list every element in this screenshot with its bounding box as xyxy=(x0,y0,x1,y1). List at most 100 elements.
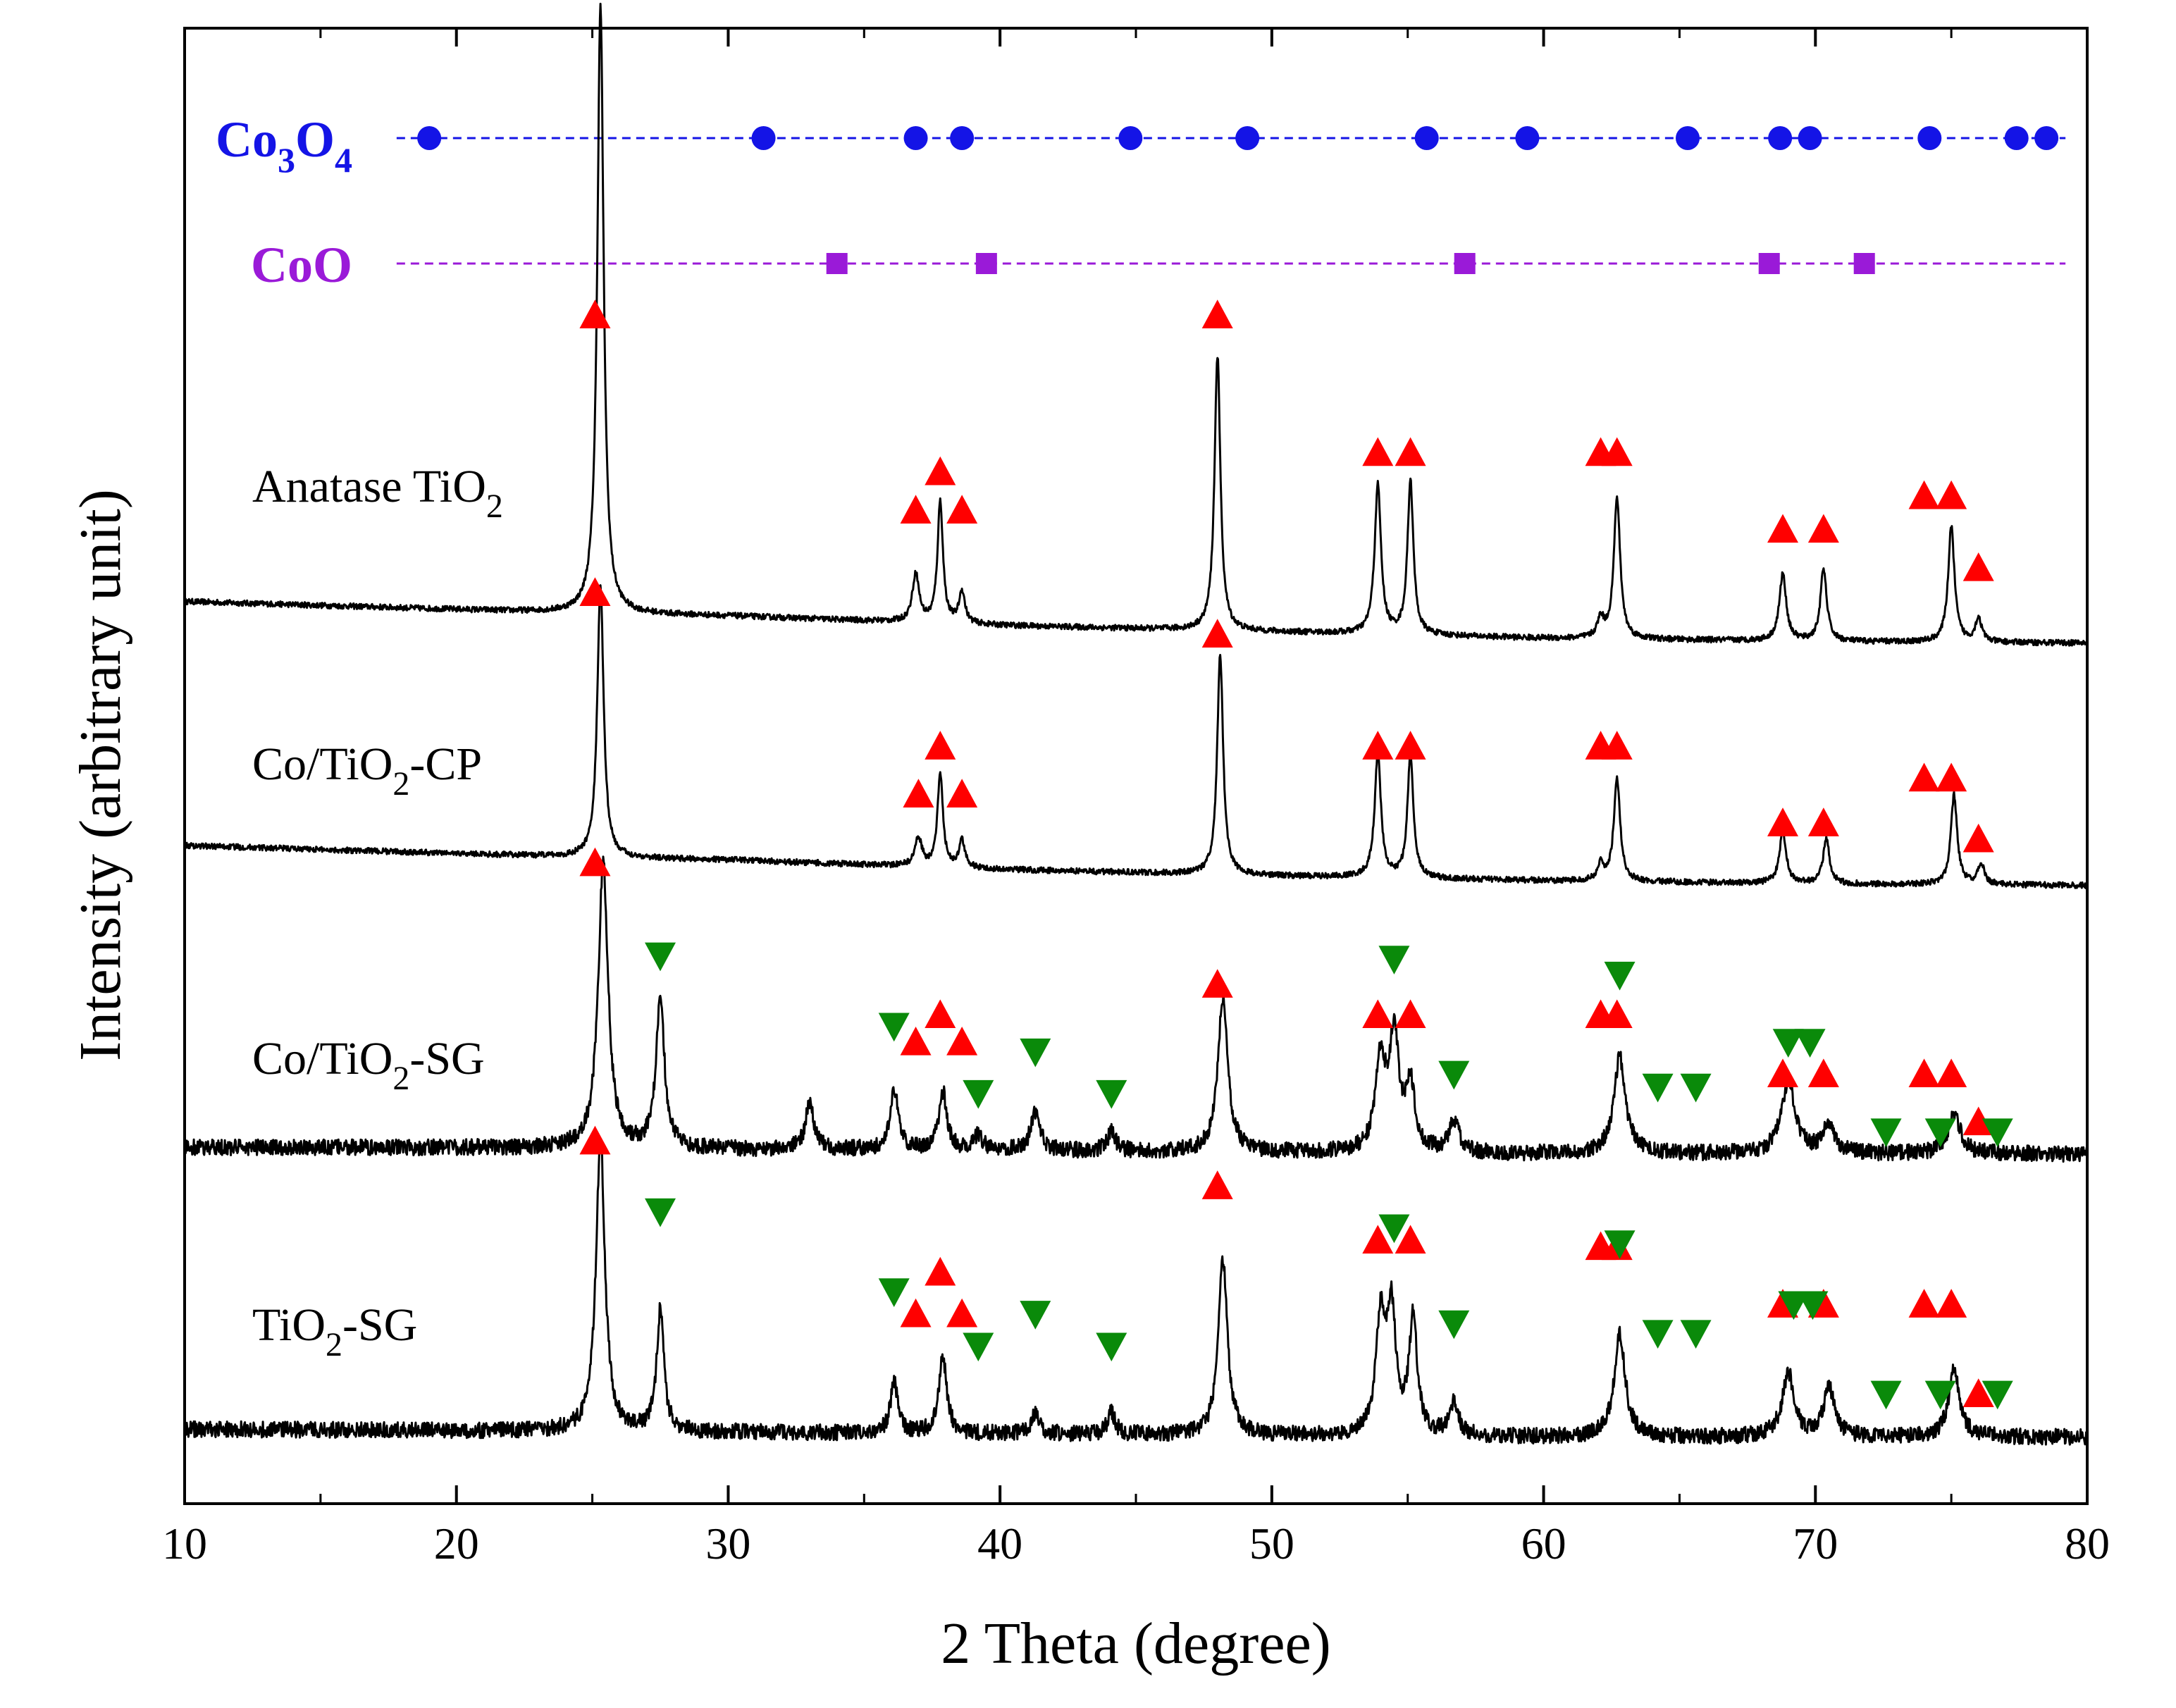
anatase-marker xyxy=(1201,1170,1233,1199)
reference-peak-marker xyxy=(2034,126,2059,150)
anatase-marker xyxy=(925,999,956,1029)
label-part: TiO xyxy=(252,1299,326,1351)
reference-peak-marker xyxy=(826,253,848,274)
anatase-marker xyxy=(1395,1225,1426,1254)
anatase-marker xyxy=(1601,437,1633,466)
anatase-marker xyxy=(1908,480,1940,509)
reference-peak-marker xyxy=(1515,126,1540,150)
anatase-marker xyxy=(925,456,956,485)
anatase-marker xyxy=(1807,1058,1839,1088)
label-part: -CP xyxy=(409,738,482,790)
anatase-marker xyxy=(1767,807,1798,836)
rutile-marker xyxy=(645,942,676,972)
rutile-marker xyxy=(1680,1320,1712,1349)
label-part: Co/TiO xyxy=(252,738,392,790)
label-part: Co xyxy=(216,111,278,168)
rutile-marker xyxy=(1096,1332,1127,1362)
rutile-marker xyxy=(1020,1301,1051,1330)
reference-peak-marker xyxy=(903,126,928,150)
rutile-marker xyxy=(878,1013,910,1042)
anatase-marker xyxy=(900,1026,932,1056)
x-tick-label: 30 xyxy=(705,1518,750,1568)
rutile-marker xyxy=(1378,1214,1410,1244)
anatase-marker xyxy=(925,1256,956,1286)
rutile-marker xyxy=(1020,1038,1051,1068)
anatase-marker xyxy=(1201,619,1233,648)
label-part: Anatase TiO xyxy=(252,461,486,512)
xrd-pattern-2 xyxy=(183,855,2089,1163)
anatase-marker xyxy=(1601,999,1633,1029)
anatase-marker xyxy=(1936,1058,1967,1088)
anatase-marker xyxy=(1601,731,1633,760)
anatase-marker xyxy=(1936,1289,1967,1318)
reference-peak-marker xyxy=(1758,253,1780,274)
anatase-marker xyxy=(1962,1106,1994,1136)
rutile-marker xyxy=(1642,1073,1674,1103)
rutile-marker xyxy=(963,1332,994,1362)
label-subscript: 2 xyxy=(392,1060,409,1097)
anatase-marker xyxy=(900,1298,932,1328)
x-tick-label: 20 xyxy=(434,1518,479,1568)
rutile-marker xyxy=(645,1198,676,1227)
rutile-marker xyxy=(1642,1320,1674,1349)
rutile-marker xyxy=(1870,1380,1902,1410)
x-tick-label: 40 xyxy=(977,1518,1022,1568)
x-axis-title: 2 Theta (degree) xyxy=(941,1611,1330,1676)
label-subscript: 2 xyxy=(326,1326,342,1363)
anatase-marker xyxy=(1936,762,1967,792)
anatase-marker xyxy=(1201,299,1233,328)
reference-peak-marker xyxy=(751,126,776,150)
xrd-pattern-3 xyxy=(183,1138,2089,1446)
anatase-marker xyxy=(1908,1289,1940,1318)
x-tick-label: 50 xyxy=(1249,1518,1294,1568)
rutile-marker xyxy=(1924,1118,1956,1148)
anatase-marker xyxy=(579,577,611,606)
anatase-marker xyxy=(1395,999,1426,1029)
anatase-marker xyxy=(579,1125,611,1155)
reference-peak-marker xyxy=(950,126,975,150)
rutile-marker xyxy=(1772,1029,1804,1058)
rutile-marker xyxy=(1982,1118,2013,1148)
anatase-marker xyxy=(1767,1058,1798,1088)
reference-peak-marker xyxy=(1768,126,1793,150)
reference-peak-marker xyxy=(1676,126,1700,150)
reference-label-co3o4: Co3O4 xyxy=(216,111,352,180)
reference-peak-marker xyxy=(1414,126,1439,150)
rutile-marker xyxy=(963,1079,994,1109)
reference-peak-marker xyxy=(417,126,442,150)
x-tick-label: 80 xyxy=(2065,1518,2110,1568)
anatase-marker xyxy=(1395,437,1426,466)
label-subscript: 2 xyxy=(392,765,409,803)
anatase-marker xyxy=(946,1026,978,1056)
anatase-marker xyxy=(579,299,611,328)
anatase-marker xyxy=(1201,969,1233,998)
anatase-marker xyxy=(1362,437,1394,466)
anatase-marker xyxy=(1362,999,1394,1029)
anatase-marker xyxy=(900,495,932,524)
rutile-marker xyxy=(1096,1079,1127,1109)
anatase-marker xyxy=(1807,807,1839,836)
anatase-marker xyxy=(1908,1058,1940,1088)
plot-area xyxy=(183,2,2089,1446)
y-axis-title: Intensity (arbitrary unit) xyxy=(68,489,133,1061)
anatase-marker xyxy=(946,1298,978,1328)
anatase-marker xyxy=(1908,762,1940,792)
reference-peak-marker xyxy=(1235,126,1260,150)
reference-peak-marker xyxy=(1798,126,1822,150)
x-tick-label: 10 xyxy=(162,1518,207,1568)
rutile-marker xyxy=(1438,1060,1470,1090)
reference-peak-marker xyxy=(1118,126,1143,150)
x-axis: 10 20 30 40 50 60 70 80 xyxy=(162,28,2110,1568)
anatase-marker xyxy=(946,495,978,524)
anatase-marker xyxy=(925,731,956,760)
anatase-marker xyxy=(1767,514,1798,543)
reference-label-coo: CoO xyxy=(251,237,352,293)
label-part: -SG xyxy=(409,1033,484,1084)
anatase-marker xyxy=(1362,1225,1394,1254)
rutile-marker xyxy=(1870,1118,1902,1148)
label-part: O xyxy=(295,111,335,168)
anatase-marker xyxy=(579,847,611,877)
rutile-marker xyxy=(1982,1380,2013,1410)
anatase-marker xyxy=(1362,731,1394,760)
